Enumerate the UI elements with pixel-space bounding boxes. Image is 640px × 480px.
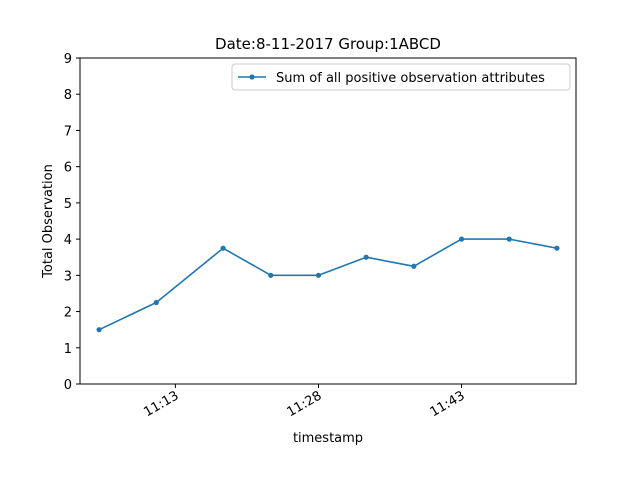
data-point xyxy=(268,272,274,278)
data-point xyxy=(96,327,102,333)
y-tick-label: 9 xyxy=(64,52,72,67)
axes-frame xyxy=(79,57,577,385)
y-tick-label: 0 xyxy=(64,378,72,393)
y-tick-label: 6 xyxy=(64,161,72,176)
legend-label: Sum of all positive observation attribut… xyxy=(276,71,545,86)
data-point xyxy=(458,236,465,242)
legend-marker xyxy=(249,74,255,80)
y-tick-label: 1 xyxy=(64,342,72,357)
data-point xyxy=(363,254,369,260)
y-tick-label: 2 xyxy=(64,306,72,321)
series-line xyxy=(98,238,558,331)
y-tick-label: 3 xyxy=(64,269,72,284)
data-point xyxy=(153,299,159,306)
legend: Sum of all positive observation attribut… xyxy=(231,63,571,91)
data-point xyxy=(506,236,512,242)
y-tick-label: 5 xyxy=(64,197,72,212)
y-tick-label: 7 xyxy=(64,124,72,139)
data-point xyxy=(220,245,226,251)
chart-title: Date:8-11-2017 Group:1ABCD xyxy=(215,35,441,53)
y-tick-label: 8 xyxy=(64,88,72,103)
y-tick-label: 4 xyxy=(64,233,72,248)
data-point xyxy=(411,263,417,269)
data-point xyxy=(554,245,560,251)
data-point xyxy=(315,272,322,278)
legend-box xyxy=(231,63,571,91)
y-axis-label: Total Observation xyxy=(41,164,56,279)
x-axis-label: timestamp xyxy=(293,431,363,446)
